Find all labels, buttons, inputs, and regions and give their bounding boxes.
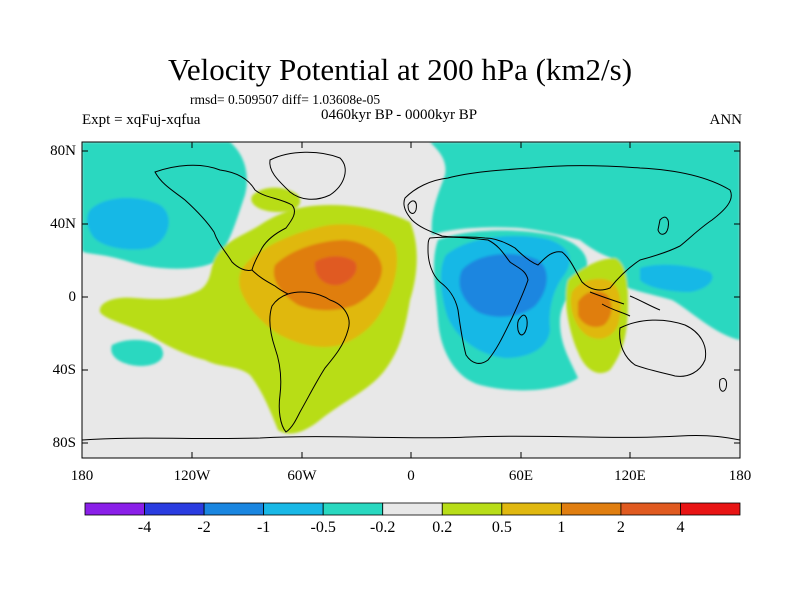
colorbar-swatch (560, 502, 622, 516)
contour-neg05-nepac (87, 198, 169, 250)
colorbar-label: -2 (197, 519, 211, 536)
coastlines (82, 151, 740, 441)
lat-label: 40S (52, 362, 76, 378)
coast-eurasia (403, 165, 732, 291)
colorbar-label: 0.2 (432, 519, 453, 536)
lat-label: 80N (50, 143, 76, 159)
coast-japan (657, 216, 669, 235)
experiment-label: Expt = xqFuj-xqfua (82, 112, 201, 128)
coast-central-america (251, 269, 289, 295)
coast-greenland (269, 151, 346, 200)
colorbar-label: -0.5 (310, 519, 336, 536)
lat-label: 0 (68, 289, 77, 305)
colorbar-swatch (84, 502, 145, 516)
contour-pos2-americas (314, 256, 357, 286)
colorbar-label: 4 (676, 519, 685, 536)
coast-new-zealand (719, 377, 727, 392)
axis-ticks (81, 142, 741, 458)
colorbar-swatch (501, 502, 562, 516)
lat-label: 80S (52, 435, 76, 451)
lon-label: 0 (407, 468, 415, 484)
contour-neg05-pacific (640, 264, 713, 292)
lat-label: 40N (50, 216, 76, 232)
lon-label: 120W (173, 468, 211, 484)
stats-text: rmsd= 0.509507 diff= 1.03608e-05 (190, 92, 381, 107)
period-label: 0460kyr BP - 0000kyr BP (321, 107, 478, 123)
lon-label: 120E (614, 468, 646, 484)
chart-title: Velocity Potential at 200 hPa (km2/s) (167, 52, 633, 87)
contour-neg1-africa (459, 254, 547, 317)
coast-south-america (269, 291, 350, 433)
coast-indonesia (589, 291, 661, 317)
colorbar-swatch (144, 502, 205, 516)
lon-label: 180 (70, 468, 94, 484)
contour-pos02-greenland (251, 187, 301, 212)
colorbar-swatch (203, 502, 265, 516)
colorbar-label: -0.2 (370, 519, 396, 536)
coast-uk (407, 200, 417, 214)
colorbar-label: 1 (557, 519, 566, 536)
colorbar-label: -4 (137, 519, 152, 536)
colorbar-swatch (441, 502, 503, 516)
colorbar-swatch (263, 502, 324, 516)
colorbar-label: -1 (256, 519, 271, 536)
colorbar-swatch (620, 502, 681, 516)
coast-africa (427, 236, 529, 364)
coast-north-america (154, 164, 295, 271)
colorbar-label: 0.5 (491, 519, 512, 536)
lon-label: 60W (287, 468, 317, 484)
lon-label: 180 (728, 468, 752, 484)
coast-antarctica (82, 435, 740, 441)
colorbar-swatch (680, 502, 741, 516)
lon-label: 60E (508, 468, 534, 484)
contour-neg02-south (111, 339, 164, 366)
colorbar-swatch (382, 502, 443, 516)
coast-australia (619, 319, 707, 377)
contour-pos1-indonesia (578, 291, 612, 327)
colorbar-label: 2 (616, 519, 625, 536)
coast-madagascar (517, 314, 528, 336)
contour-neg02-north (430, 142, 740, 262)
season-label: ANN (709, 112, 743, 128)
colorbar-swatch (322, 502, 384, 516)
